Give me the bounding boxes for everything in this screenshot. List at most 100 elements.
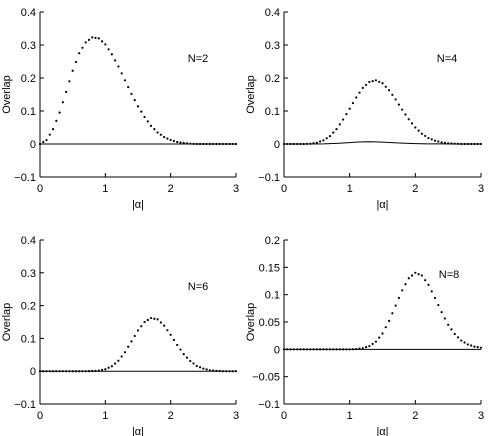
- y-tick-label: 0.4: [21, 7, 36, 19]
- data-point: [460, 339, 463, 342]
- y-tick-label: −0.1: [14, 172, 36, 184]
- data-point: [437, 140, 440, 143]
- y-tick-label: 0.1: [265, 106, 280, 118]
- data-point: [159, 133, 162, 136]
- data-point: [117, 359, 120, 362]
- data-point: [361, 86, 364, 89]
- data-point: [58, 111, 61, 114]
- data-point: [100, 368, 104, 371]
- data-point: [430, 138, 433, 141]
- data-point: [378, 80, 381, 83]
- data-point: [368, 344, 371, 348]
- data-point: [335, 128, 338, 131]
- data-point: [91, 36, 94, 39]
- data-point: [440, 141, 443, 144]
- y-tick-label: 0.3: [21, 40, 36, 52]
- x-tick-label: 0: [37, 410, 43, 422]
- data-point: [364, 346, 368, 349]
- data-point: [430, 290, 433, 293]
- panel-label: N=8: [439, 269, 460, 281]
- x-tick-label: 3: [233, 183, 239, 195]
- x-tick-label: 1: [347, 183, 353, 195]
- data-point: [355, 96, 358, 99]
- x-axis-title: |α|: [132, 199, 144, 211]
- data-point: [133, 99, 136, 102]
- data-point: [202, 367, 205, 370]
- y-tick-label: 0: [30, 366, 36, 378]
- data-point: [149, 124, 153, 127]
- data-point: [176, 140, 179, 144]
- y-tick-label: −0.05: [252, 372, 280, 384]
- data-point: [143, 115, 146, 119]
- data-point: [470, 344, 473, 347]
- data-point: [87, 38, 91, 41]
- series-1-dots: [38, 316, 238, 373]
- data-point: [198, 366, 202, 369]
- data-point: [146, 318, 149, 322]
- data-point: [179, 348, 182, 351]
- y-tick-label: 0.1: [21, 106, 36, 118]
- x-tick-label: 2: [412, 410, 418, 422]
- x-tick-label: 1: [102, 183, 108, 195]
- panel-label: N=4: [437, 53, 458, 65]
- data-point: [179, 141, 182, 144]
- data-point: [146, 120, 149, 123]
- data-point: [172, 338, 176, 341]
- data-point: [104, 368, 107, 371]
- data-point: [163, 135, 166, 139]
- data-point: [78, 52, 81, 55]
- y-tick-label: 0.1: [21, 333, 36, 345]
- data-point: [68, 80, 71, 83]
- data-point: [410, 274, 414, 277]
- data-point: [156, 131, 159, 134]
- x-tick-label: 0: [281, 410, 287, 422]
- data-point: [149, 316, 153, 320]
- data-point: [130, 340, 133, 343]
- y-tick-label: 0.3: [21, 268, 36, 280]
- data-point: [466, 343, 469, 346]
- data-point: [140, 110, 143, 113]
- data-point: [328, 134, 332, 138]
- data-point: [397, 296, 401, 300]
- data-point: [127, 345, 130, 348]
- data-point: [433, 139, 437, 142]
- data-point: [153, 317, 156, 320]
- data-point: [351, 101, 355, 105]
- data-point: [371, 80, 374, 83]
- data-point: [414, 271, 417, 274]
- data-point: [368, 80, 371, 84]
- data-point: [185, 356, 189, 359]
- data-point: [55, 119, 58, 122]
- data-point: [136, 329, 140, 332]
- y-tick-label: 0.05: [259, 317, 280, 329]
- data-point: [189, 359, 192, 363]
- data-point: [71, 69, 74, 72]
- data-point: [84, 41, 87, 44]
- data-point: [384, 85, 387, 88]
- data-point: [107, 48, 110, 51]
- data-point: [114, 362, 117, 365]
- y-tick-label: 0.1: [265, 290, 280, 302]
- x-tick-label: 2: [412, 183, 418, 195]
- data-point: [371, 342, 374, 345]
- data-point: [169, 138, 172, 142]
- y-tick-label: 0: [274, 139, 280, 151]
- x-tick-label: 3: [478, 410, 484, 422]
- series-1-dots: [282, 271, 483, 351]
- data-point: [384, 326, 387, 329]
- x-tick-label: 0: [281, 183, 287, 195]
- x-tick-label: 2: [168, 183, 174, 195]
- panel-label: N=6: [188, 281, 209, 293]
- data-point: [440, 311, 443, 314]
- data-point: [420, 274, 423, 277]
- data-point: [387, 319, 391, 323]
- data-point: [74, 60, 78, 64]
- data-point: [205, 368, 208, 371]
- series-1-dots: [38, 36, 238, 146]
- x-tick-label: 1: [102, 410, 108, 422]
- data-point: [159, 321, 162, 324]
- data-point: [123, 79, 127, 82]
- y-tick-label: 0: [30, 139, 36, 151]
